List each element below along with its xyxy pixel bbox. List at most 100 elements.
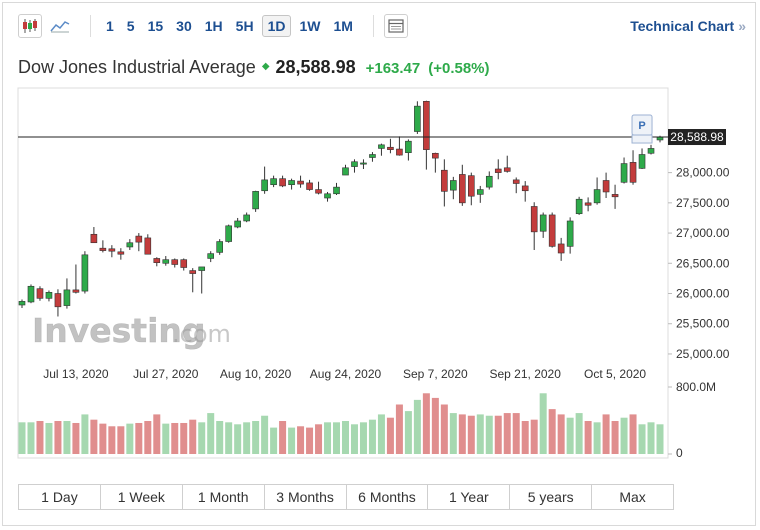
candle-down <box>180 259 188 268</box>
volume-tick-label: 800.0M <box>676 380 716 394</box>
volume-bar-down <box>189 419 197 454</box>
candle-up <box>414 105 421 132</box>
volume-bar-up <box>18 422 26 454</box>
timeframe-15[interactable]: 15 <box>147 18 164 34</box>
volume-bar-up <box>27 422 35 454</box>
candlestick-chart-icon[interactable] <box>18 14 42 38</box>
price-change: +163.47 <box>365 60 421 77</box>
volume-bar-down <box>395 404 403 454</box>
candle-up <box>261 179 268 192</box>
last-price-label: 28,588.98 <box>670 130 724 144</box>
volume-bar-up <box>126 423 134 454</box>
volume-bar-up <box>413 399 421 454</box>
volume-bar-down <box>306 427 314 454</box>
timeframe-1w[interactable]: 1W <box>299 18 321 34</box>
line-chart-icon[interactable] <box>48 14 72 38</box>
range-1-week[interactable]: 1 Week <box>101 485 183 509</box>
table-icon[interactable] <box>383 14 408 38</box>
volume-bar-down <box>54 421 62 454</box>
price-tick-label: 25,000.00 <box>676 347 730 361</box>
timeframe-1h[interactable]: 1H <box>204 18 223 34</box>
timeframe-1[interactable]: 1 <box>106 18 114 34</box>
candle-up <box>575 198 583 215</box>
volume-bar-up <box>341 421 349 454</box>
timeframe-1m[interactable]: 1M <box>333 18 353 34</box>
volume-bar-up <box>45 422 53 454</box>
candle-up <box>351 161 358 167</box>
volume-tick-label: 0 <box>676 446 683 460</box>
investing-watermark: Investing .com <box>32 311 231 351</box>
candle-up <box>243 214 250 222</box>
candle-down <box>135 235 143 243</box>
volume-bar-down <box>458 414 466 454</box>
range-3-months[interactable]: 3 Months <box>265 485 347 509</box>
price-tick-label: 26,000.00 <box>676 287 730 301</box>
candle-down <box>279 178 286 187</box>
candle-down <box>467 175 475 197</box>
candle-down <box>530 206 538 233</box>
volume-bar-up <box>476 414 484 454</box>
candle-up <box>63 289 71 306</box>
plot-border <box>17 87 669 459</box>
candle-up <box>360 162 367 165</box>
volume-bar-up <box>593 422 601 454</box>
candle-up <box>234 220 241 228</box>
candle-down <box>512 179 520 184</box>
volume-bar-down <box>72 422 80 454</box>
volume-bar-down <box>602 414 610 454</box>
volume-bar-up <box>63 421 71 454</box>
timeframe-5h[interactable]: 5H <box>235 18 254 34</box>
volume-bar-up <box>234 424 242 454</box>
volume-bar-down <box>548 409 556 454</box>
volume-axis: 800.0M 0 <box>668 380 716 460</box>
candle-up <box>450 180 457 191</box>
candle-down <box>557 243 565 254</box>
date-tick-label: Aug 24, 2020 <box>310 367 382 381</box>
volume-bar-down <box>90 419 98 454</box>
candle-down <box>387 146 394 150</box>
volume-bar-down <box>422 393 430 454</box>
range-max[interactable]: Max <box>619 489 646 505</box>
volume-bar-down <box>557 414 565 454</box>
range-1-month[interactable]: 1 Month <box>183 485 265 509</box>
volume-bar-up <box>207 413 215 454</box>
volume-bar-up <box>485 415 493 454</box>
volume-bar-down <box>135 422 143 454</box>
volume-bar-down <box>171 422 179 454</box>
candle-down <box>108 248 116 252</box>
candle-up <box>405 140 412 153</box>
price-chart[interactable]: Investing .com 25,000.00 25,500.00 26,000.… <box>0 0 760 480</box>
toolbar-divider-2 <box>372 15 374 37</box>
volume-bar-up <box>198 422 206 454</box>
candle-down <box>99 247 107 251</box>
date-tick-label: Jul 27, 2020 <box>133 367 199 381</box>
price-tick-label: 27,500.00 <box>676 196 730 210</box>
range-5-years[interactable]: 5 years <box>510 485 593 509</box>
candle-down <box>153 258 161 263</box>
volume-bar-up <box>638 424 646 454</box>
volume-bar-down <box>431 397 439 454</box>
technical-chart-link[interactable]: Technical Chart» <box>630 18 746 34</box>
volume-bar-up <box>656 424 664 454</box>
range-1-day[interactable]: 1 Day <box>19 485 101 509</box>
candle-down <box>315 189 322 194</box>
timeframe-5[interactable]: 5 <box>126 18 135 34</box>
date-tick-label: Jul 13, 2020 <box>43 367 109 381</box>
toolbar-divider <box>90 15 91 37</box>
instrument-name: Dow Jones Industrial Average <box>18 57 256 77</box>
timeframe-30[interactable]: 30 <box>176 18 192 34</box>
volume-bar-up <box>350 424 358 454</box>
range-1-year[interactable]: 1 Year <box>428 485 511 509</box>
candle-down <box>494 168 502 173</box>
last-price: 28,588.98 <box>275 57 356 77</box>
volume-bar-down <box>386 417 394 454</box>
candle-down <box>171 259 179 265</box>
range-6-months[interactable]: 6 Months <box>347 485 429 509</box>
volume-bar-up <box>261 415 269 454</box>
volume-bar-down <box>521 421 529 454</box>
volume-bar-down <box>503 413 511 454</box>
candle-up <box>126 242 134 248</box>
price-tick-label: 25,500.00 <box>676 317 730 331</box>
timeframe-1d[interactable]: 1D <box>261 15 292 37</box>
volume-bar-down <box>99 423 107 454</box>
